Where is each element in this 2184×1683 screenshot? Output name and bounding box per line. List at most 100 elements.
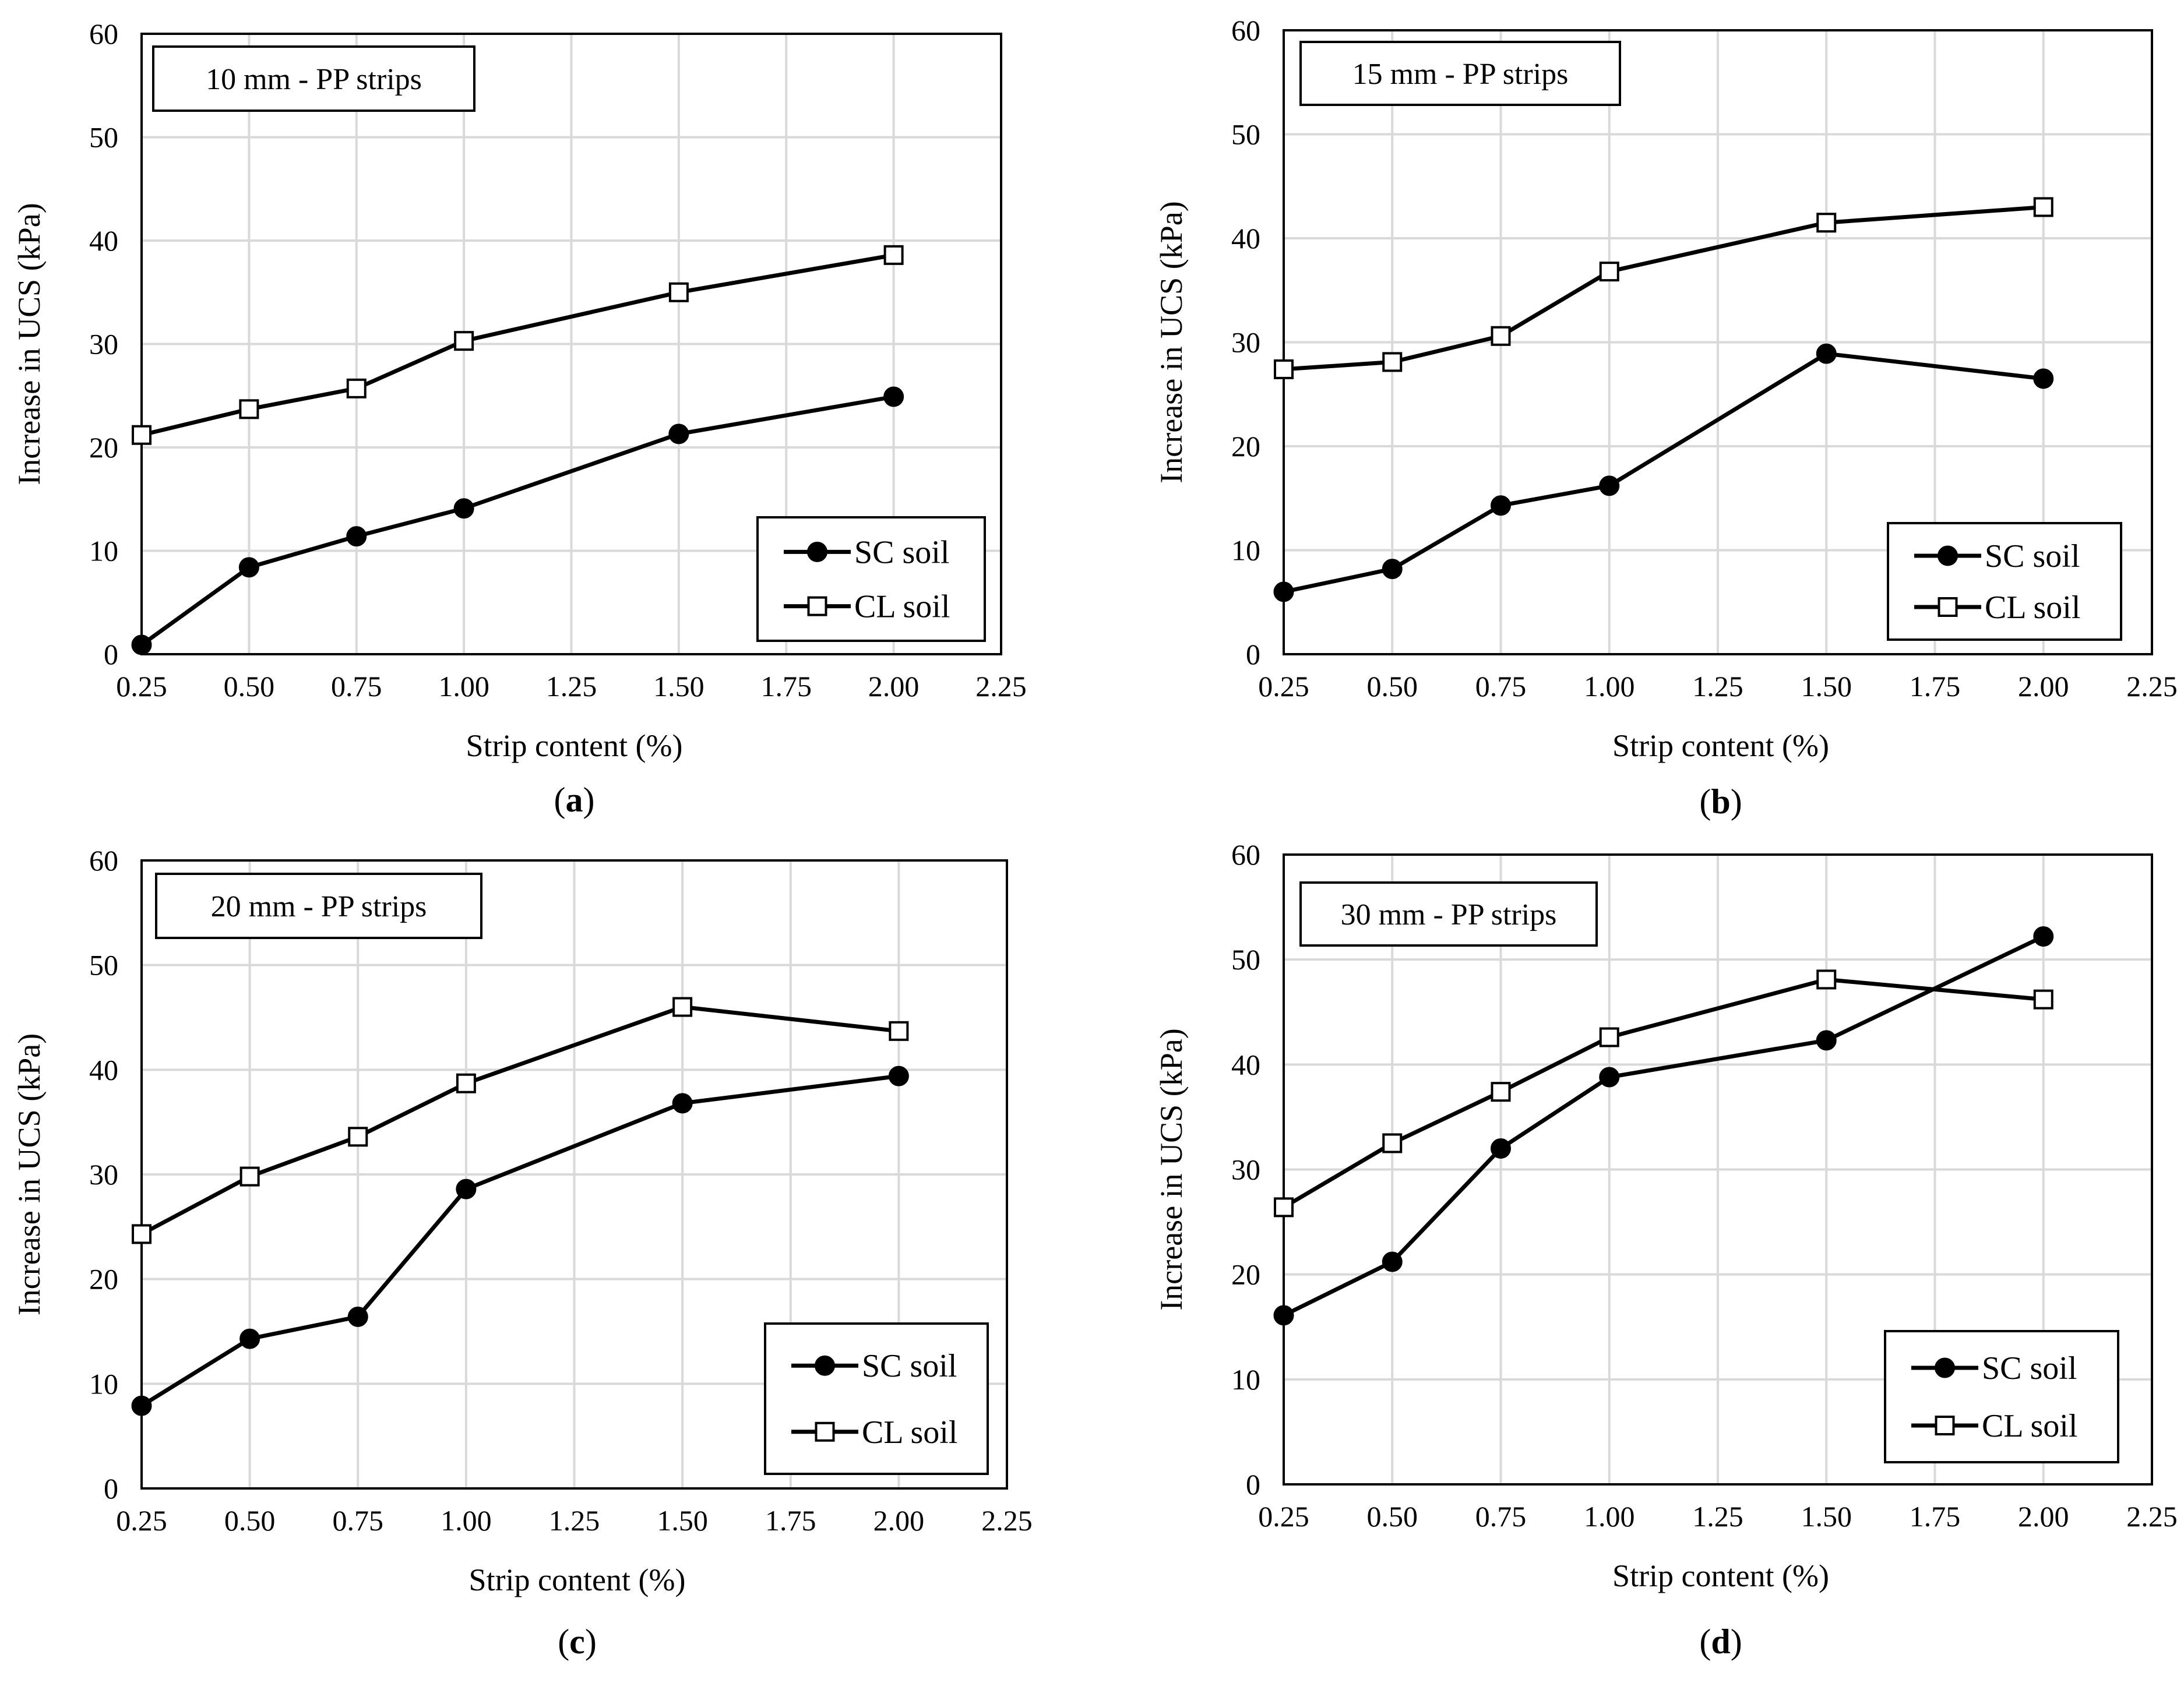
- data-point-sc: [2033, 926, 2054, 947]
- series-line-cl: [1283, 977, 2044, 1209]
- y-tick-label: 60: [89, 844, 118, 877]
- y-tick-label: 40: [89, 224, 118, 257]
- data-point-cl: [1491, 326, 1511, 346]
- plot-area: [140, 33, 1002, 655]
- y-tick-label: 0: [104, 1472, 118, 1505]
- x-tick-label: 1.75: [1910, 1500, 1961, 1533]
- chart-panel-d: 0.25 0.50 0.75 1.00 1.25 1.50 1.75 2.00 2.25 0 10 2…: [1154, 838, 2178, 1661]
- y-tick-label: 30: [1231, 1153, 1260, 1186]
- data-point-cl: [132, 1224, 152, 1244]
- data-point-sc: [239, 1328, 260, 1349]
- legend-circle-marker: [1935, 1357, 1955, 1378]
- data-point-sc: [1382, 559, 1403, 580]
- y-tick-label: 0: [1246, 638, 1260, 671]
- x-tick-label: 1.50: [1801, 1500, 1852, 1533]
- data-point-cl: [889, 1021, 909, 1041]
- panel-title-box: [1299, 881, 1598, 947]
- data-point-sc: [453, 498, 474, 519]
- data-point-cl: [668, 282, 689, 302]
- data-point-sc: [131, 1395, 152, 1416]
- y-tick-label: 10: [89, 1367, 118, 1400]
- data-point-cl: [239, 1166, 260, 1187]
- x-tick-label: 0.50: [224, 1504, 276, 1537]
- legend-label: SC soil: [854, 534, 949, 570]
- data-point-sc: [347, 1306, 368, 1327]
- y-tick-label: 10: [1231, 534, 1260, 567]
- x-tick-label: 1.25: [546, 670, 597, 703]
- data-point-sc: [1816, 343, 1837, 364]
- data-point-sc: [131, 634, 152, 655]
- data-point-sc: [456, 1179, 477, 1199]
- x-tick-label: 0.50: [1367, 670, 1418, 703]
- data-point-sc: [1816, 1030, 1837, 1051]
- y-tick-label: 40: [1231, 1048, 1260, 1081]
- legend-square-marker: [807, 596, 827, 616]
- y-tick-label: 50: [1231, 118, 1260, 151]
- y-tick-label: 60: [1231, 14, 1260, 47]
- data-point-cl: [672, 997, 693, 1017]
- series-line-sc: [1283, 934, 2045, 1318]
- data-point-sc: [1273, 581, 1294, 602]
- y-tick-label: 20: [1231, 430, 1260, 463]
- y-tick-label: 30: [89, 1158, 118, 1191]
- legend: SC soil CL soil: [764, 1322, 989, 1475]
- y-axis-title: Increase in UCS (kPa): [1154, 201, 1189, 483]
- data-point-cl: [1274, 1197, 1294, 1218]
- legend-box: [764, 1322, 989, 1475]
- chart-panel-a: 0.25 0.50 0.75 1.00 1.25 1.50 1.75 2.00 2.25 0 10 2…: [12, 17, 1027, 819]
- y-tick-label: 60: [1231, 838, 1260, 871]
- plot-area: [1283, 29, 2153, 655]
- data-point-cl: [132, 425, 152, 445]
- panel-title-box: [1299, 41, 1621, 106]
- y-tick-label: 10: [89, 535, 118, 567]
- x-tick-label: 1.50: [1801, 670, 1852, 703]
- x-tick-label: 0.75: [1475, 1500, 1527, 1533]
- x-axis-title: Strip content (%): [469, 1562, 686, 1597]
- y-tick-label: 50: [89, 949, 118, 982]
- x-tick-label: 0.25: [116, 670, 167, 703]
- y-tick-label: 50: [89, 121, 118, 154]
- data-point-sc: [672, 1093, 693, 1114]
- legend-box: [1887, 522, 2122, 641]
- x-tick-label: 1.75: [765, 1504, 816, 1537]
- x-tick-label: 0.75: [1475, 670, 1527, 703]
- x-tick-label: 1.00: [1584, 670, 1635, 703]
- data-point-cl: [2033, 989, 2053, 1010]
- x-tick-label: 0.25: [1258, 670, 1309, 703]
- x-tick-label: 1.00: [1584, 1500, 1635, 1533]
- y-tick-label: 40: [89, 1053, 118, 1086]
- legend-circle-marker: [1938, 545, 1958, 566]
- data-point-sc: [1599, 1067, 1620, 1088]
- x-tick-label: 1.00: [438, 670, 489, 703]
- x-tick-label: 2.00: [868, 670, 920, 703]
- data-point-sc: [668, 424, 689, 444]
- chart-panel-c: 0.25 0.50 0.75 1.00 1.25 1.50 1.75 2.00 2.25 0 10 2…: [12, 844, 1033, 1661]
- data-point-cl: [1382, 1133, 1403, 1153]
- x-tick-label: 2.00: [2018, 670, 2069, 703]
- x-tick-label: 2.00: [2018, 1500, 2069, 1533]
- legend-box: [1884, 1330, 2119, 1463]
- x-tick-label: 1.50: [657, 1504, 708, 1537]
- legend-square-marker: [1938, 597, 1958, 617]
- legend-label: CL soil: [862, 1414, 957, 1451]
- y-tick-label: 50: [1231, 943, 1260, 976]
- legend: SC soil CL soil: [1884, 1330, 2119, 1463]
- data-point-sc: [1491, 1138, 1511, 1159]
- panel-title: 30 mm - PP strips: [1341, 898, 1557, 932]
- legend-circle-marker: [807, 541, 827, 562]
- data-point-cl: [1274, 359, 1294, 379]
- y-tick-label: 20: [1231, 1258, 1260, 1291]
- series-line-cl: [140, 1004, 899, 1236]
- x-tick-label: 1.25: [549, 1504, 600, 1537]
- y-tick-label: 0: [104, 638, 118, 671]
- data-point-cl: [1816, 969, 1837, 990]
- y-tick-label: 60: [89, 17, 118, 50]
- panel-label: (a): [554, 781, 595, 819]
- chart-panel-b: 0.25 0.50 0.75 1.00 1.25 1.50 1.75 2.00 2.25 0 10 2…: [1154, 14, 2178, 821]
- y-tick-label: 10: [1231, 1363, 1260, 1396]
- y-tick-label: 30: [89, 328, 118, 361]
- series-line-cl: [141, 253, 894, 437]
- x-tick-label: 1.25: [1692, 1500, 1743, 1533]
- x-tick-label: 2.25: [981, 1504, 1033, 1537]
